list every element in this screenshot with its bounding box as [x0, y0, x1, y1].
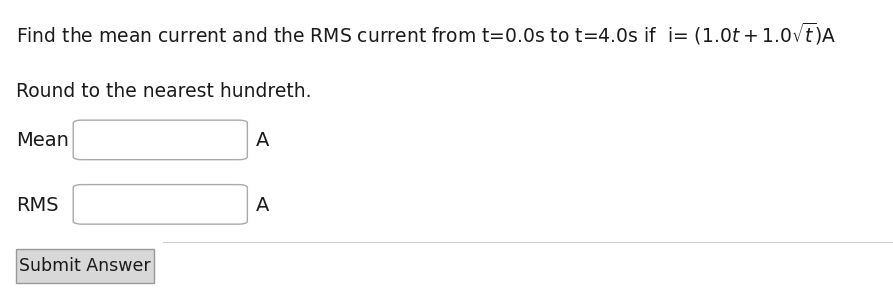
FancyBboxPatch shape: [73, 185, 247, 224]
FancyBboxPatch shape: [16, 249, 154, 283]
Text: RMS: RMS: [16, 196, 59, 214]
Text: Round to the nearest hundreth.: Round to the nearest hundreth.: [16, 82, 312, 101]
Text: Mean: Mean: [16, 131, 69, 150]
Text: A: A: [256, 196, 270, 214]
Text: A: A: [256, 131, 270, 150]
FancyBboxPatch shape: [73, 120, 247, 160]
Text: Find the mean current and the RMS current from t=0.0s to t=4.0s if  i= $(1.0t+1.: Find the mean current and the RMS curren…: [16, 21, 837, 47]
Text: Submit Answer: Submit Answer: [20, 257, 151, 275]
